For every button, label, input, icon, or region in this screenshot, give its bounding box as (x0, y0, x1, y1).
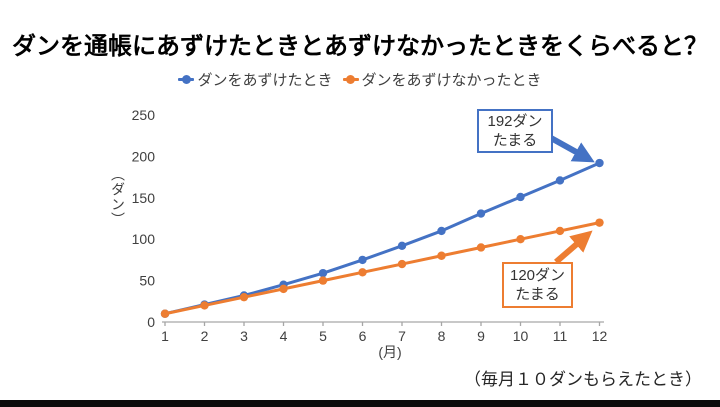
svg-text:6: 6 (359, 328, 367, 344)
svg-text:1: 1 (161, 328, 169, 344)
svg-text:12: 12 (592, 328, 608, 344)
line-dot-marker-icon (342, 75, 359, 84)
annotation-deposited-total: 192ダン たまる (477, 109, 553, 153)
svg-text:11: 11 (553, 328, 568, 344)
legend-label-deposited: ダンをあずけたとき (197, 72, 333, 89)
annotation-value: 192ダン (487, 113, 543, 130)
svg-text:4: 4 (280, 328, 288, 344)
legend-label-not-deposited: ダンをあずけなかったとき (361, 72, 542, 89)
svg-text:200: 200 (132, 148, 156, 164)
annotation-value: 120ダン (509, 267, 566, 284)
svg-text:7: 7 (398, 328, 406, 344)
svg-text:5: 5 (319, 328, 327, 344)
legend: ダンをあずけたとき ダンをあずけなかったとき (0, 69, 720, 90)
legend-item-deposited: ダンをあずけたとき (178, 69, 333, 90)
svg-text:2: 2 (201, 328, 209, 344)
svg-text:10: 10 (513, 328, 529, 344)
annotation-caption: たまる (515, 286, 560, 303)
svg-text:150: 150 (132, 190, 156, 206)
chart-title: ダンを通帳にあずけたときとあずけなかったときをくらべると？ (12, 33, 708, 60)
line-dot-marker-icon (178, 75, 195, 84)
svg-text:0: 0 (147, 314, 155, 330)
svg-text:50: 50 (139, 273, 155, 289)
annotation-not-deposited-total: 120ダン たまる (502, 262, 573, 308)
svg-text:(月): (月) (378, 344, 401, 360)
annotation-caption: たまる (492, 132, 538, 149)
svg-text:3: 3 (240, 328, 248, 344)
footnote: （毎月１０ダンもらえたとき） (464, 370, 702, 389)
bottom-bar (0, 400, 720, 407)
svg-text:100: 100 (132, 231, 156, 247)
svg-text:8: 8 (438, 328, 446, 344)
legend-item-not-deposited: ダンをあずけなかったとき (342, 69, 542, 90)
svg-text:250: 250 (132, 107, 156, 123)
y-axis-title: （ダン） (110, 167, 126, 227)
svg-text:9: 9 (477, 328, 485, 344)
